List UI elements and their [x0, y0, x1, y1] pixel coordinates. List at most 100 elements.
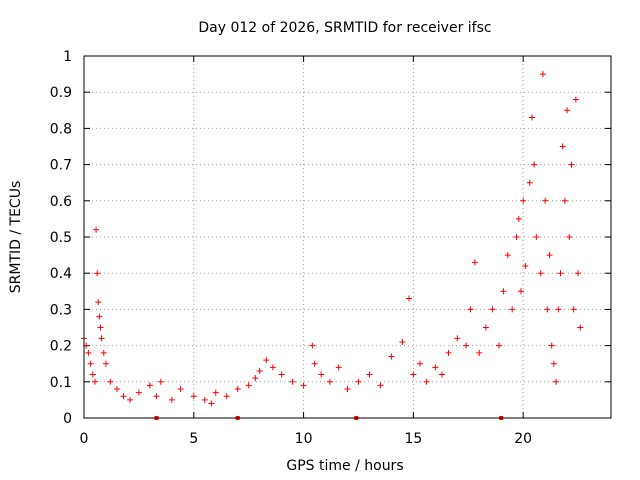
data-point [318, 371, 325, 378]
data-point [577, 324, 584, 331]
data-point [85, 349, 92, 356]
data-point [467, 306, 474, 313]
data-point [399, 338, 406, 345]
data-point [564, 107, 571, 114]
y-tick-label: 0.5 [50, 230, 72, 246]
data-point [95, 299, 102, 306]
data-point [423, 378, 430, 385]
x-tick-label: 15 [404, 431, 422, 447]
data-point [100, 349, 107, 356]
data-point [515, 215, 522, 222]
chart-title: Day 012 of 2026, SRMTID for receiver ifs… [198, 20, 491, 36]
y-axis-label: SRMTID / TECUs [8, 181, 24, 294]
y-tick-label: 0.8 [50, 121, 72, 137]
y-tick-label: 0.9 [50, 85, 72, 101]
data-point [355, 378, 362, 385]
data-point [550, 360, 557, 367]
x-axis-label: GPS time / hours [286, 458, 403, 474]
data-point [471, 259, 478, 266]
data-point [561, 197, 568, 204]
data-point [94, 270, 101, 277]
data-point [89, 371, 96, 378]
data-point [463, 342, 470, 349]
data-point [553, 378, 560, 385]
grid-lines [84, 56, 611, 418]
data-point [252, 375, 259, 382]
data-point [190, 393, 197, 400]
plot-frame [83, 55, 612, 419]
data-point [157, 378, 164, 385]
data-point [526, 179, 533, 186]
data-point [445, 349, 452, 356]
data-point [517, 288, 524, 295]
data-point [127, 396, 134, 403]
data-point [544, 306, 551, 313]
data-point [575, 270, 582, 277]
data-point [388, 353, 395, 360]
data-point [482, 324, 489, 331]
data-point [496, 342, 503, 349]
data-point [572, 96, 579, 103]
data-point [555, 306, 562, 313]
data-point [223, 393, 230, 400]
data-point [263, 357, 270, 364]
data-point [93, 226, 100, 233]
x-tick-label: 10 [295, 431, 313, 447]
data-point [201, 396, 208, 403]
y-tick-label: 0.2 [50, 339, 72, 355]
data-point [568, 161, 575, 168]
data-point [377, 382, 384, 389]
data-point [335, 364, 342, 371]
data-point [91, 378, 98, 385]
data-point [344, 386, 351, 393]
axis-ticks [83, 55, 611, 419]
data-point [96, 313, 103, 320]
data-point [559, 143, 566, 150]
tick-labels: 00.10.20.30.40.50.60.70.80.910 5 10 15 20 [50, 49, 532, 447]
data-point [87, 360, 94, 367]
data-point [548, 342, 555, 349]
x-tick-label: 0 [80, 431, 89, 447]
data-point [168, 396, 175, 403]
data-point [366, 371, 373, 378]
data-point [102, 360, 109, 367]
data-point [177, 386, 184, 393]
data-point [113, 386, 120, 393]
data-point [539, 71, 546, 78]
data-point [97, 324, 104, 331]
data-point [107, 378, 114, 385]
data-point [513, 234, 520, 240]
data-point [522, 262, 529, 269]
data-point [416, 360, 423, 367]
data-point [454, 335, 461, 342]
data-point [557, 270, 564, 277]
data-point [476, 349, 483, 356]
data-point [570, 306, 577, 313]
y-tick-label: 0.1 [50, 375, 72, 391]
data-point [520, 197, 527, 204]
data-point [120, 393, 127, 400]
data-point [146, 382, 153, 389]
y-tick-label: 0 [63, 411, 72, 427]
y-tick-label: 0.7 [50, 158, 72, 174]
data-points [81, 71, 584, 407]
data-point [135, 389, 142, 396]
data-point [533, 234, 540, 240]
x-tick-label: 5 [189, 431, 198, 447]
data-point [405, 295, 412, 302]
x-tick-label: 20 [514, 431, 532, 447]
data-point [311, 360, 318, 367]
data-point [234, 386, 241, 393]
y-tick-label: 1 [63, 49, 72, 65]
data-point [300, 382, 307, 389]
y-tick-label: 0.3 [50, 302, 72, 318]
data-point [153, 393, 160, 400]
data-point [489, 306, 496, 313]
data-point [309, 342, 316, 349]
data-point [531, 161, 538, 168]
data-point [500, 288, 507, 295]
data-point [566, 234, 573, 240]
data-point [208, 400, 215, 407]
data-point [438, 371, 445, 378]
